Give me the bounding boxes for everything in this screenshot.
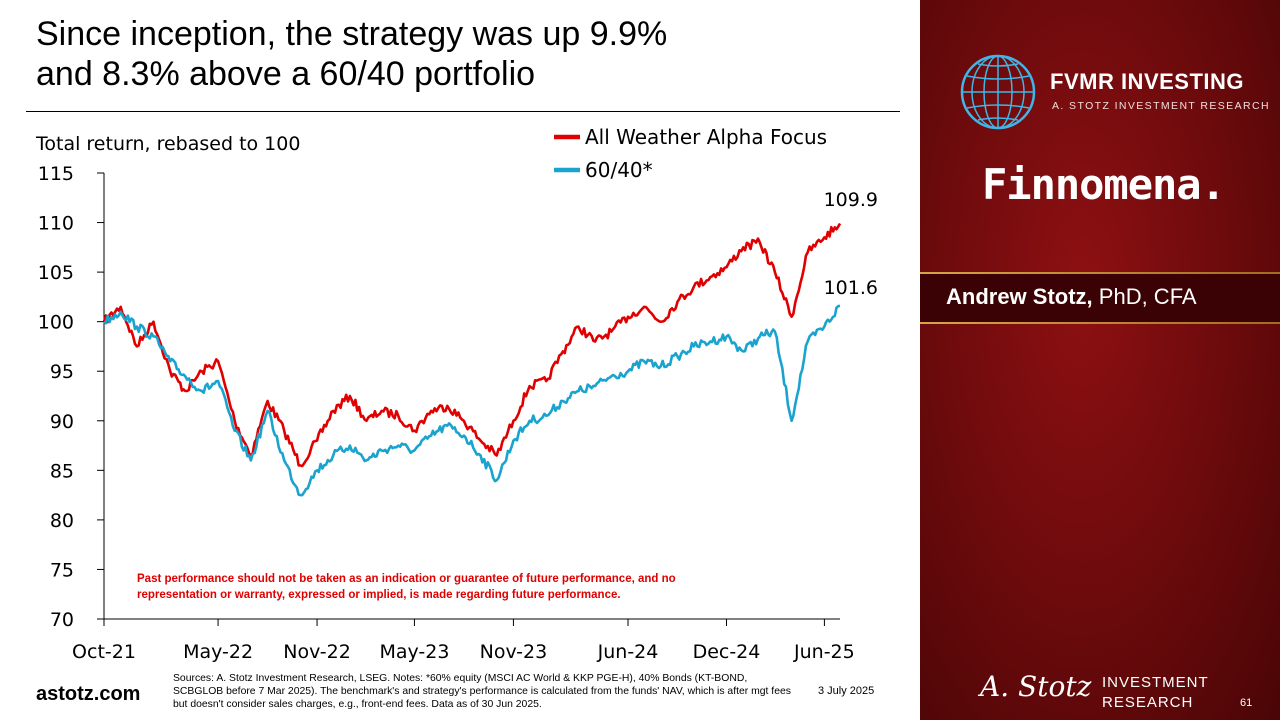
x-tick-label: Oct-21 xyxy=(72,641,136,663)
y-axis-label: Total return, rebased to 100 xyxy=(35,133,300,155)
website-link[interactable]: astotz.com xyxy=(36,683,141,705)
slide-date: 3 July 2025 xyxy=(818,685,875,697)
y-tick-label: 110 xyxy=(38,213,74,235)
slide-title: Since inception, the strategy was up 9.9… xyxy=(36,14,896,94)
x-tick-label: Jun-24 xyxy=(597,641,659,663)
y-tick-label: 75 xyxy=(50,559,74,581)
disclaimer-text: Past performance should not be taken as … xyxy=(137,573,676,601)
presenter-band-inner xyxy=(920,274,1280,322)
globe-icon xyxy=(960,54,1036,130)
title-line-1: Since inception, the strategy was up 9.9… xyxy=(36,15,668,53)
sidebar-panel: FVMR INVESTING A. STOTZ INVESTMENT RESEA… xyxy=(920,0,1280,720)
y-tick-label: 90 xyxy=(50,411,74,433)
footer-brand-line-1: INVESTMENT xyxy=(1102,674,1209,691)
title-line-2: and 8.3% above a 60/40 portfolio xyxy=(36,55,536,93)
footer-brand-line-2: RESEARCH xyxy=(1102,694,1194,711)
partner-logo: Finnomena. xyxy=(982,160,1226,209)
footer-logo: A. Stotz INVESTMENT RESEARCH xyxy=(980,668,1280,720)
end-label: 101.6 xyxy=(824,277,878,299)
x-tick-label: Dec-24 xyxy=(693,641,761,663)
brand-logo: FVMR INVESTING A. STOTZ INVESTMENT RESEA… xyxy=(958,52,1269,132)
x-tick-label: Nov-22 xyxy=(283,641,351,663)
x-tick-label: May-23 xyxy=(379,641,449,663)
legend: All Weather Alpha Focus 60/40* xyxy=(554,125,827,182)
x-tick-label: Jun-25 xyxy=(793,641,855,663)
series-lines xyxy=(102,222,842,497)
y-tick-label: 100 xyxy=(38,312,74,334)
brand-subtitle: A. STOTZ INVESTMENT RESEARCH xyxy=(1052,100,1270,112)
y-tick-label: 115 xyxy=(38,163,74,185)
y-tick-label: 95 xyxy=(50,361,74,383)
line-chart: Total return, rebased to 100 70 75 80 85 90 9… xyxy=(35,125,878,663)
presenter-credentials: PhD, CFA xyxy=(1092,284,1197,309)
title-divider xyxy=(26,111,900,112)
x-tick-label: May-22 xyxy=(183,641,253,663)
series-line-60-40 xyxy=(103,304,841,497)
y-tick-label: 85 xyxy=(50,460,74,482)
x-axis: Oct-21 May-22 Nov-22 May-23 Nov-23 Jun-24 Dec-… xyxy=(72,618,855,663)
presenter-name: Andrew Stotz, PhD, CFA xyxy=(946,284,1197,310)
legend-label: 60/40* xyxy=(585,158,653,182)
end-labels: 109.9 101.6 xyxy=(824,189,878,299)
sources-note: Sources: A. Stotz Investment Research, L… xyxy=(173,673,791,710)
brand-name: FVMR INVESTING xyxy=(1050,69,1245,94)
signature-logo: A. Stotz xyxy=(980,670,1092,703)
series-line-all-weather-alpha-focus xyxy=(102,222,842,468)
y-axis: 70 75 80 85 90 95 100 105 110 115 xyxy=(38,163,105,631)
y-tick-label: 105 xyxy=(38,262,74,284)
y-tick-label: 80 xyxy=(50,510,74,532)
legend-label: All Weather Alpha Focus xyxy=(585,125,827,149)
page-number: 61 xyxy=(1240,697,1253,709)
x-tick-label: Nov-23 xyxy=(480,641,548,663)
y-tick-label: 70 xyxy=(50,609,74,631)
presenter-name-bold: Andrew Stotz, xyxy=(946,284,1093,309)
end-label: 109.9 xyxy=(824,189,878,211)
